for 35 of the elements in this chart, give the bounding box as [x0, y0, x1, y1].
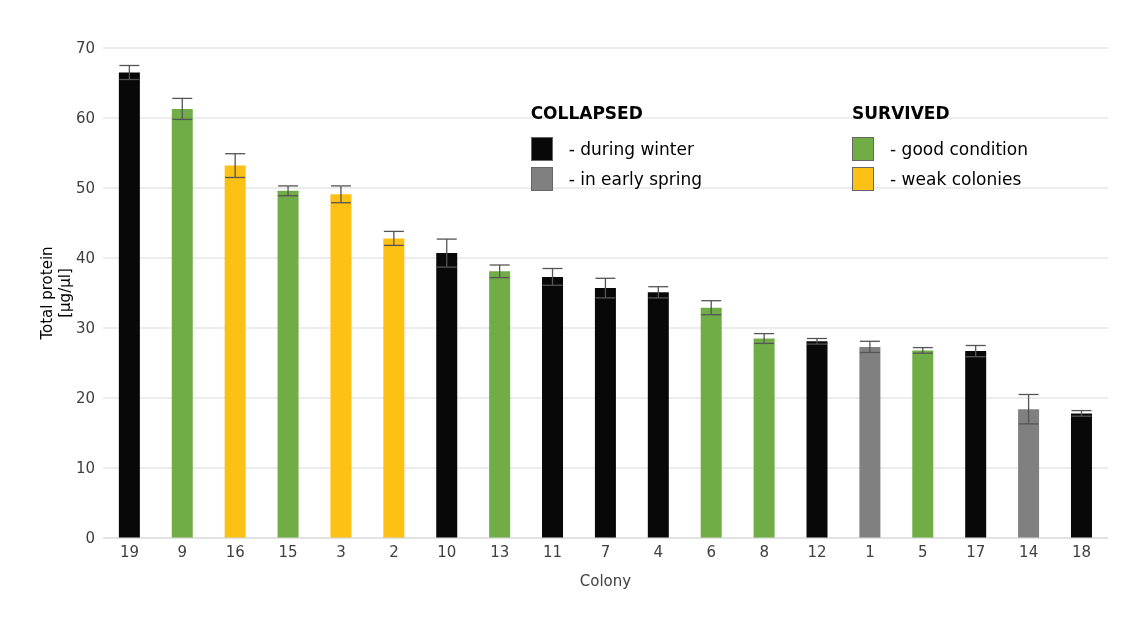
x-tick-label: 11: [543, 542, 563, 561]
x-tick-label: 12: [807, 542, 827, 561]
x-tick-label: 16: [225, 542, 245, 561]
y-tick-label: 30: [75, 319, 95, 338]
y-tick-label: 10: [75, 459, 95, 478]
x-tick-label: 8: [759, 542, 769, 561]
x-tick-label: 19: [119, 542, 139, 561]
x-tick-label: 7: [600, 542, 611, 561]
x-tick-label: 3: [336, 542, 346, 561]
x-tick-label: 10: [437, 542, 457, 561]
x-tick-label: 15: [278, 542, 298, 561]
y-tick-label: 20: [75, 389, 95, 408]
x-tick-label: 2: [389, 542, 399, 561]
legend-label: - in early spring: [568, 169, 703, 189]
y-tick-label: 70: [75, 39, 95, 58]
annotation: SURVIVED: [852, 103, 951, 123]
y-tick-label: 0: [85, 529, 95, 548]
legend-label: - during winter: [568, 139, 694, 159]
x-tick-label: 17: [966, 542, 986, 561]
x-tick-label: 4: [653, 542, 664, 561]
x-tick-label: 6: [706, 542, 717, 561]
y-tick-label: 40: [75, 249, 95, 268]
x-tick-label: 1: [865, 542, 875, 561]
y-tick-label: 60: [75, 109, 95, 128]
y-axis-title: Total protein [μg/μl]: [38, 246, 74, 341]
x-tick-label: 18: [1072, 542, 1092, 561]
x-axis-title: Colony: [579, 572, 632, 590]
legend-label: - weak colonies: [890, 169, 1022, 189]
legend-label: - good condition: [890, 139, 1028, 159]
x-tick-label: 14: [1019, 542, 1039, 561]
x-tick-label: 5: [918, 542, 928, 561]
y-tick-label: 50: [75, 179, 95, 198]
annotation: COLLAPSED: [530, 103, 644, 123]
x-tick-label: 13: [490, 542, 510, 561]
x-tick-label: 9: [177, 542, 188, 561]
